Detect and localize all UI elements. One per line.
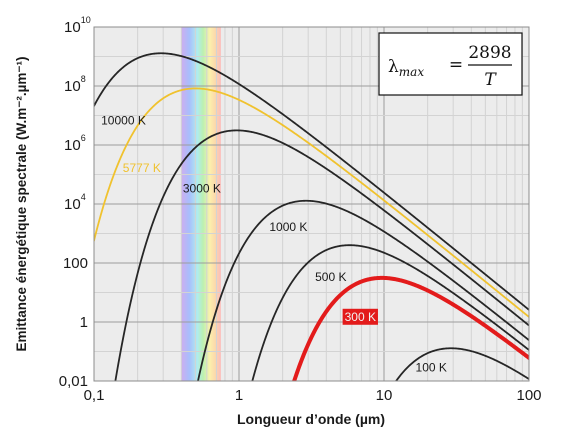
curves — [94, 52, 529, 381]
y-axis-title: Emittance énergétique spectrale (W.m⁻².µ… — [14, 56, 29, 351]
x-tick-label: 0,1 — [84, 387, 105, 404]
curve-10000k — [94, 52, 529, 311]
curve-label-10000k: 10000 K — [101, 113, 146, 127]
curve-3000k — [114, 129, 529, 381]
y-tick-label: 108 — [64, 74, 86, 95]
y-tick-label: 0,01 — [59, 373, 88, 390]
curve-label-bg — [342, 308, 378, 325]
x-tick-labels: 0,1 1 10 100 — [84, 387, 542, 404]
curve-label-300k: 300 K — [345, 310, 376, 324]
curve-labels: 10000 K 5777 K 3000 K 1000 K 500 K 300 K 100 K — [101, 113, 447, 374]
x-tick-label: 100 — [516, 387, 541, 404]
x-axis-title: Longueur d’onde (µm) — [237, 411, 385, 427]
y-tick-label: 100 — [63, 255, 88, 272]
curve-500k — [251, 244, 529, 381]
y-tick-label: 1010 — [64, 15, 91, 36]
curve-label-100k: 100 K — [416, 360, 447, 374]
formula-equals: = — [449, 55, 463, 75]
formula-denominator: T — [484, 70, 497, 90]
curve-label-1000k: 1000 K — [269, 220, 307, 234]
curve-label-5777k: 5777 K — [123, 161, 161, 175]
curve-label-3000k: 3000 K — [183, 181, 221, 195]
x-tick-label: 1 — [235, 387, 243, 404]
formula-numerator: 2898 — [468, 43, 511, 63]
curve-300k — [292, 275, 529, 381]
y-tick-labels: 0,01 1 100 104 106 108 1010 — [59, 15, 91, 390]
y-tick-label: 104 — [64, 192, 86, 213]
formula-lhs: λmax — [388, 57, 424, 79]
curve-1000k — [197, 199, 529, 381]
x-tick-label: 10 — [376, 387, 393, 404]
formula-box — [378, 32, 523, 96]
curve-100k — [395, 347, 529, 381]
wien-law-box: λmax = 2898 T — [378, 32, 523, 96]
plot-frame — [93, 26, 530, 382]
y-tick-label: 106 — [64, 133, 86, 154]
curve-label-500k: 500 K — [315, 270, 346, 284]
curve-5777k — [94, 87, 529, 318]
y-tick-label: 1 — [80, 314, 88, 331]
